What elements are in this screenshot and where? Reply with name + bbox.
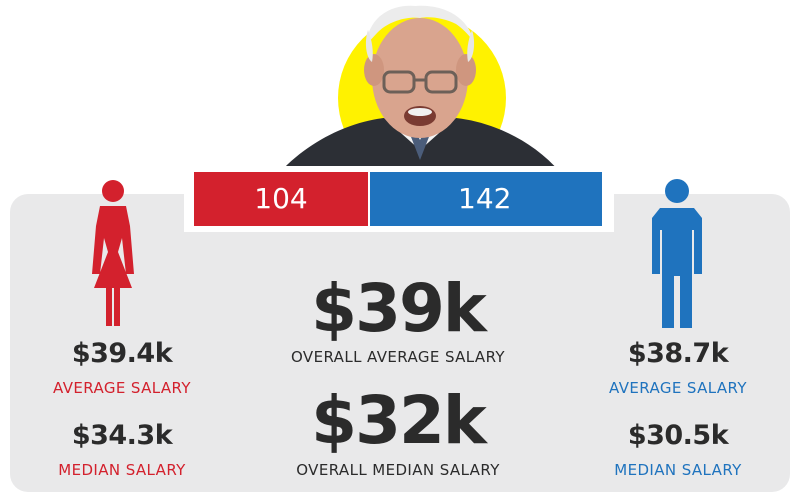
overall-median-label: OVERALL MEDIAN SALARY xyxy=(296,461,500,479)
male-count-bar: 142 xyxy=(370,172,602,226)
male-figure-icon xyxy=(652,179,702,328)
male-average-value: $38.7k xyxy=(627,338,729,369)
male-median-label: MEDIAN SALARY xyxy=(614,461,742,479)
male-average-label: AVERAGE SALARY xyxy=(609,379,747,397)
female-median-label: MEDIAN SALARY xyxy=(58,461,186,479)
female-count-bar: 104 xyxy=(194,172,368,226)
overall-average-value: $39k xyxy=(311,270,487,347)
portrait-image xyxy=(280,5,560,172)
overall-average-label: OVERALL AVERAGE SALARY xyxy=(290,348,505,366)
female-figure-icon xyxy=(92,180,134,326)
female-median-value: $34.3k xyxy=(71,420,173,451)
female-average-value: $39.4k xyxy=(71,338,173,369)
overall-median-value: $32k xyxy=(311,382,487,459)
male-median-value: $30.5k xyxy=(627,420,729,451)
female-average-label: AVERAGE SALARY xyxy=(53,379,191,397)
